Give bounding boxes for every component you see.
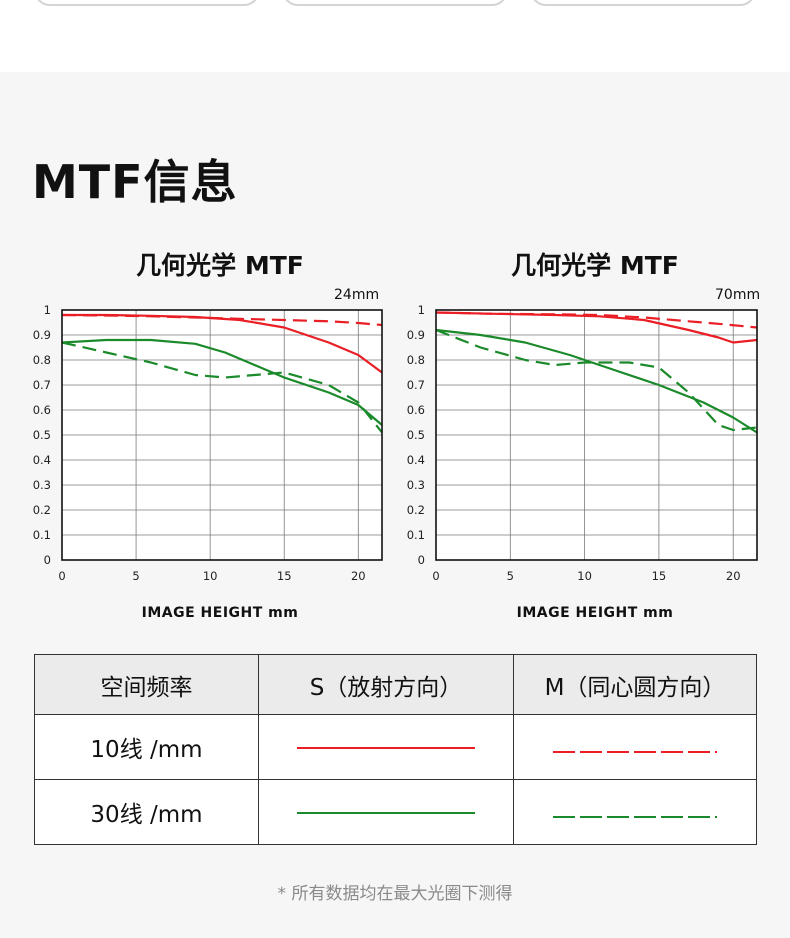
x-tick-label: 20 xyxy=(726,569,741,583)
y-tick-label: 0.7 xyxy=(33,378,51,392)
legend-sample-cell xyxy=(258,779,514,845)
legend-row-30lp: 30线 /mm xyxy=(34,779,757,845)
x-tick-label: 15 xyxy=(277,569,292,583)
series-line-2 xyxy=(435,328,758,434)
legend-header-row: 空间频率 S（放射方向） M（同心圆方向） xyxy=(34,654,757,715)
y-tick-label: 1 xyxy=(418,303,425,317)
solid-green-line-sample xyxy=(297,811,475,814)
y-tick-label: 0.8 xyxy=(407,353,425,367)
x-tick-label: 10 xyxy=(577,569,592,583)
x-tick-label: 0 xyxy=(58,569,65,583)
y-tick-label: 0.1 xyxy=(407,528,425,542)
legend-sample-cell xyxy=(513,779,757,845)
chart-title-70mm: 几何光学 MTF xyxy=(511,251,679,280)
y-tick-label: 0.3 xyxy=(33,478,51,492)
series-line-1 xyxy=(61,313,383,327)
y-tick-label: 0.6 xyxy=(407,403,425,417)
series-line-2 xyxy=(61,338,383,426)
focal-length-label-24mm: 24mm xyxy=(334,287,380,303)
header-meridional: M（同心圆方向） xyxy=(513,654,757,715)
mtf-chart-24mm: 00.10.20.30.40.50.60.70.80.910 5 10 15 20 xyxy=(33,303,383,583)
y-tick-label: 1 xyxy=(44,303,51,317)
y-tick-label: 0.4 xyxy=(33,453,51,467)
legend-sample-cell xyxy=(258,714,514,780)
x-tick-label: 0 xyxy=(432,569,439,583)
x-tick-label: 5 xyxy=(132,569,139,583)
y-tick-label: 0.4 xyxy=(407,453,425,467)
legend-row-10lp: 10线 /mm xyxy=(34,714,757,780)
footnote: * 所有数据均在最大光圈下测得 xyxy=(277,884,513,904)
x-tick-label: 20 xyxy=(351,569,366,583)
x-tick-label: 15 xyxy=(652,569,667,583)
solid-red-line-sample xyxy=(297,746,475,749)
top-strip xyxy=(0,0,790,72)
top-option-button[interactable] xyxy=(530,0,756,6)
y-tick-label: 0.9 xyxy=(407,328,425,342)
series-line-3 xyxy=(61,341,383,434)
y-tick-label: 0 xyxy=(418,553,425,567)
y-tick-label: 0.1 xyxy=(33,528,51,542)
plot-frame xyxy=(61,309,383,561)
series-line-0 xyxy=(435,311,758,344)
y-tick-label: 0.6 xyxy=(33,403,51,417)
legend-label-10lp: 10线 /mm xyxy=(34,714,259,780)
chart-title-24mm: 几何光学 MTF xyxy=(136,251,304,280)
y-tick-label: 0.3 xyxy=(407,478,425,492)
x-tick-label: 5 xyxy=(507,569,514,583)
y-tick-label: 0.7 xyxy=(407,378,425,392)
y-tick-label: 0 xyxy=(44,553,51,567)
y-tick-label: 0.5 xyxy=(407,428,425,442)
header-sagittal: S（放射方向） xyxy=(258,654,514,715)
legend-sample-cell xyxy=(513,714,757,780)
focal-length-label-70mm: 70mm xyxy=(715,287,761,303)
top-option-button[interactable] xyxy=(34,0,260,6)
y-tick-label: 0.2 xyxy=(33,503,51,517)
top-option-button[interactable] xyxy=(282,0,508,6)
dashed-green-line-sample xyxy=(553,816,717,818)
section-title: MTF信息 xyxy=(32,155,238,209)
dashed-red-line-sample xyxy=(553,751,717,753)
y-tick-label: 0.2 xyxy=(407,503,425,517)
y-tick-label: 0.9 xyxy=(33,328,51,342)
header-spatial-frequency: 空间频率 xyxy=(34,654,259,715)
x-axis-label-24mm: IMAGE HEIGHT mm xyxy=(141,605,299,621)
series-line-3 xyxy=(435,328,758,432)
x-axis-label-70mm: IMAGE HEIGHT mm xyxy=(516,605,674,621)
mtf-chart-70mm: 00.10.20.30.40.50.60.70.80.910 5 10 15 20 xyxy=(407,303,758,583)
legend-label-30lp: 30线 /mm xyxy=(34,779,259,845)
line-legend-table: 空间频率 S（放射方向） M（同心圆方向） 10线 /mm 30线 /mm xyxy=(34,654,757,845)
x-tick-label: 10 xyxy=(203,569,218,583)
series-line-0 xyxy=(62,313,383,374)
series-line-1 xyxy=(435,311,758,329)
plot-frame xyxy=(435,309,758,561)
y-tick-label: 0.5 xyxy=(33,428,51,442)
y-tick-label: 0.8 xyxy=(33,353,51,367)
